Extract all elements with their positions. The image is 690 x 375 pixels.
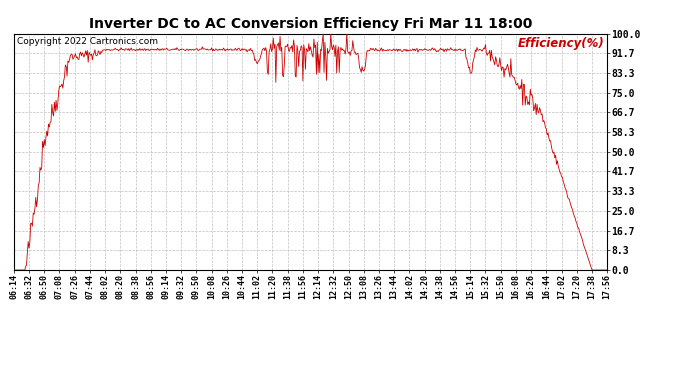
Title: Inverter DC to AC Conversion Efficiency Fri Mar 11 18:00: Inverter DC to AC Conversion Efficiency …: [89, 17, 532, 31]
Text: Efficiency(%): Efficiency(%): [518, 37, 604, 50]
Text: Copyright 2022 Cartronics.com: Copyright 2022 Cartronics.com: [17, 37, 158, 46]
